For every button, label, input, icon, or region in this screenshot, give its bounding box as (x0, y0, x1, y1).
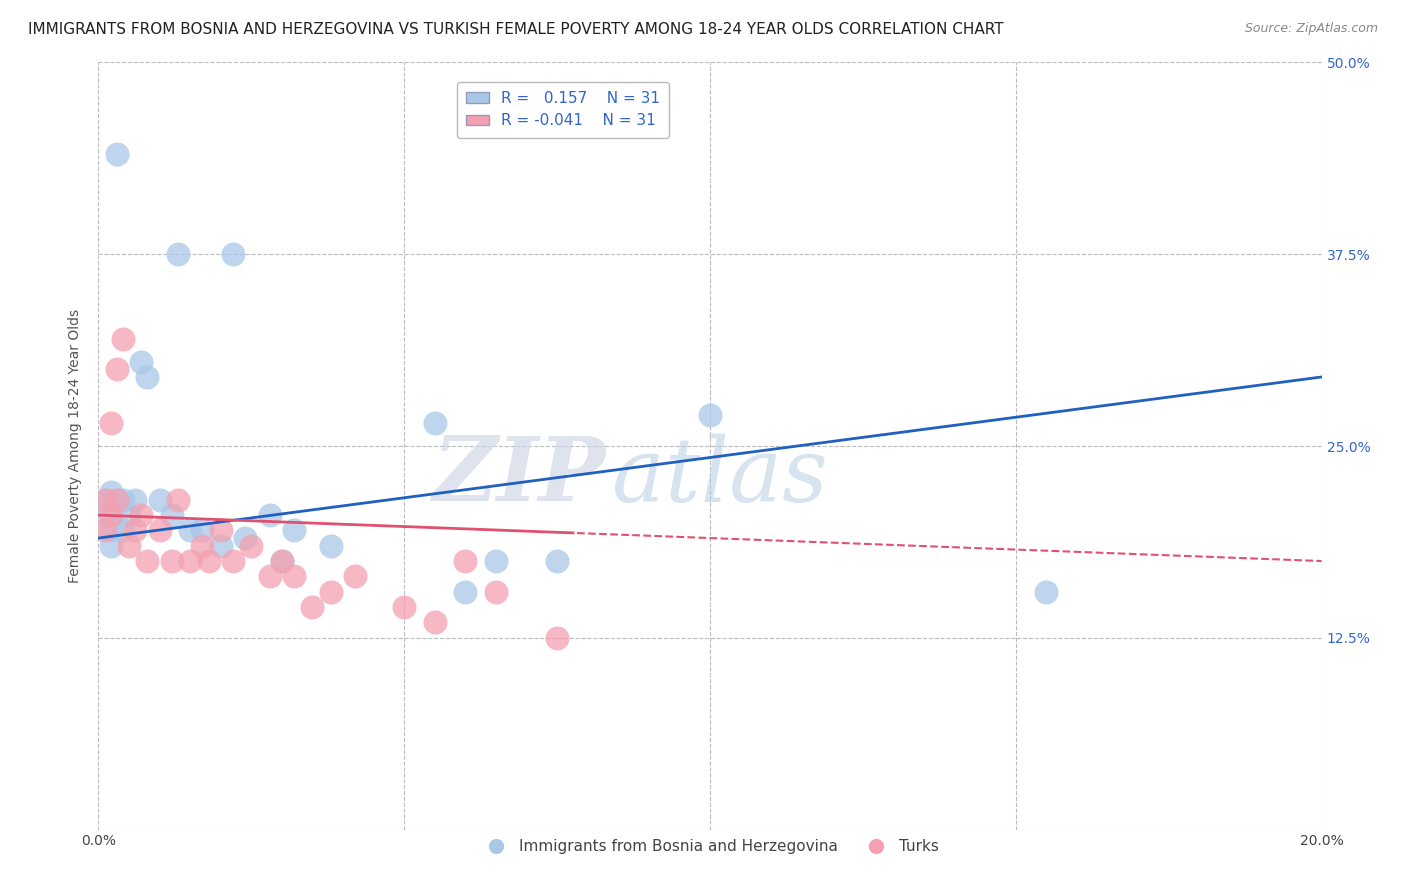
Point (136, 370, 159, 384)
Point (129, 508, 152, 522)
Point (270, 554, 292, 568)
Point (222, 247, 245, 261)
Point (100, 524, 122, 538)
Point (209, 539, 232, 553)
Point (546, 631, 568, 645)
Point (259, 508, 281, 522)
Point (111, 492, 134, 507)
Point (100, 485, 122, 500)
Point (283, 524, 305, 538)
Point (222, 554, 245, 568)
Point (209, 524, 232, 538)
Point (301, 600, 323, 615)
Point (118, 539, 141, 553)
Point (100, 508, 122, 522)
Point (319, 584, 342, 599)
Point (270, 554, 292, 568)
Point (124, 492, 146, 507)
Point (124, 524, 146, 538)
Point (240, 539, 263, 553)
Point (93, 524, 115, 538)
Point (105, 362, 128, 376)
Point (392, 600, 416, 615)
Point (149, 524, 172, 538)
Point (179, 524, 201, 538)
Point (454, 554, 477, 568)
Point (111, 524, 134, 538)
Point (167, 247, 190, 261)
Point (93, 492, 115, 507)
Point (149, 492, 172, 507)
Point (111, 332, 134, 346)
Point (93, 508, 115, 522)
Point (423, 416, 446, 430)
Point (283, 569, 305, 583)
Point (100, 539, 122, 553)
Point (454, 584, 477, 599)
Point (136, 554, 159, 568)
Point (423, 615, 446, 630)
Point (93, 492, 115, 507)
Point (167, 492, 190, 507)
Point (233, 531, 256, 545)
Text: IMMIGRANTS FROM BOSNIA AND HERZEGOVINA VS TURKISH FEMALE POVERTY AMONG 18-24 YEA: IMMIGRANTS FROM BOSNIA AND HERZEGOVINA V… (28, 22, 1004, 37)
Legend: Immigrants from Bosnia and Herzegovina, Turks: Immigrants from Bosnia and Herzegovina, … (475, 833, 945, 860)
Text: atlas: atlas (612, 434, 828, 520)
Point (118, 508, 141, 522)
Point (1035, 584, 1057, 599)
Point (546, 554, 568, 568)
Point (160, 508, 183, 522)
Point (319, 539, 342, 553)
Point (105, 492, 128, 507)
Point (191, 539, 214, 553)
Point (179, 554, 201, 568)
Text: ZIP: ZIP (433, 434, 606, 520)
Text: Source: ZipAtlas.com: Source: ZipAtlas.com (1244, 22, 1378, 36)
Point (191, 524, 214, 538)
Y-axis label: Female Poverty Among 18-24 Year Olds: Female Poverty Among 18-24 Year Olds (67, 309, 82, 583)
Point (699, 409, 721, 423)
Point (344, 569, 367, 583)
Point (259, 569, 281, 583)
Point (100, 416, 122, 430)
Point (129, 354, 152, 368)
Point (485, 554, 508, 568)
Point (160, 554, 183, 568)
Point (485, 584, 508, 599)
Point (197, 554, 219, 568)
Point (105, 492, 128, 507)
Point (105, 147, 128, 161)
